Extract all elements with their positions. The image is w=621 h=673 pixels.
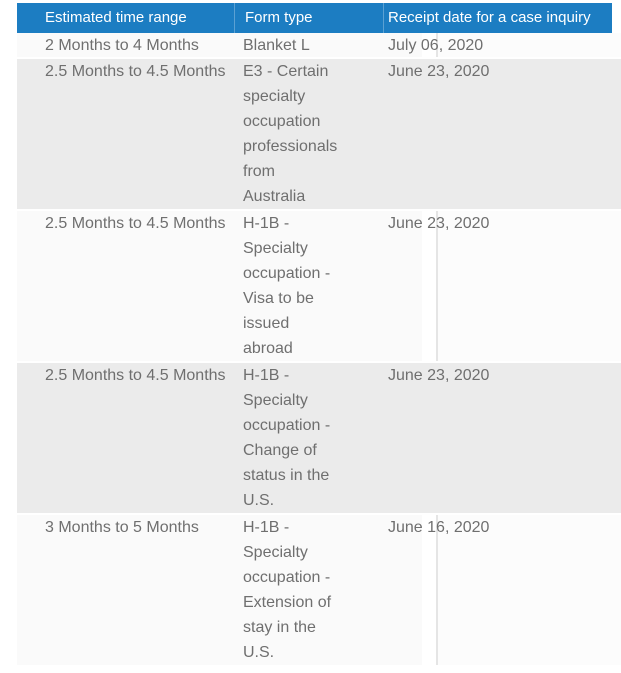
cell-receipt-date: July 06, 2020: [388, 36, 484, 54]
table-header-row: Estimated time range Form type Receipt d…: [17, 3, 612, 33]
cell-time-range: 3 Months to 5 Months: [45, 519, 199, 536]
cell-receipt-date: June 23, 2020: [388, 367, 490, 384]
header-column-divider: [234, 3, 235, 33]
cell-form-type: Blanket L: [243, 36, 310, 54]
cell-form-type: H-1B - Specialty occupation - Change of …: [243, 367, 331, 509]
cell-time-range: 2.5 Months to 4.5 Months: [45, 215, 226, 232]
table-row: 2.5 Months to 4.5 Months H-1B - Specialt…: [17, 211, 621, 363]
header-column-divider: [383, 3, 384, 33]
table-row: 3 Months to 5 Months H-1B - Specialty oc…: [17, 515, 621, 667]
cell-time-range: 2.5 Months to 4.5 Months: [45, 63, 226, 80]
header-cell-estimated-time-range: Estimated time range: [45, 9, 187, 26]
cell-time-range: 2 Months to 4 Months: [45, 36, 199, 54]
table-row: 2.5 Months to 4.5 Months E3 - Certain sp…: [17, 59, 621, 211]
cell-form-type: H-1B - Specialty occupation - Visa to be…: [243, 215, 331, 357]
cell-receipt-date: June 16, 2020: [388, 519, 490, 536]
cell-form-type: E3 - Certain specialty occupation profes…: [243, 63, 338, 205]
header-cell-form-type: Form type: [245, 9, 313, 26]
cell-receipt-date: June 23, 2020: [388, 63, 490, 80]
table-row: 2 Months to 4 Months Blanket L July 06, …: [17, 33, 621, 59]
processing-times-table: Estimated time range Form type Receipt d…: [17, 3, 621, 667]
cell-form-type: H-1B - Specialty occupation - Extension …: [243, 519, 332, 661]
cell-time-range: 2.5 Months to 4.5 Months: [45, 367, 226, 384]
table-row: 2.5 Months to 4.5 Months H-1B - Specialt…: [17, 363, 621, 515]
cell-receipt-date: June 23, 2020: [388, 215, 490, 232]
header-cell-receipt-date: Receipt date for a case inquiry: [388, 9, 591, 26]
